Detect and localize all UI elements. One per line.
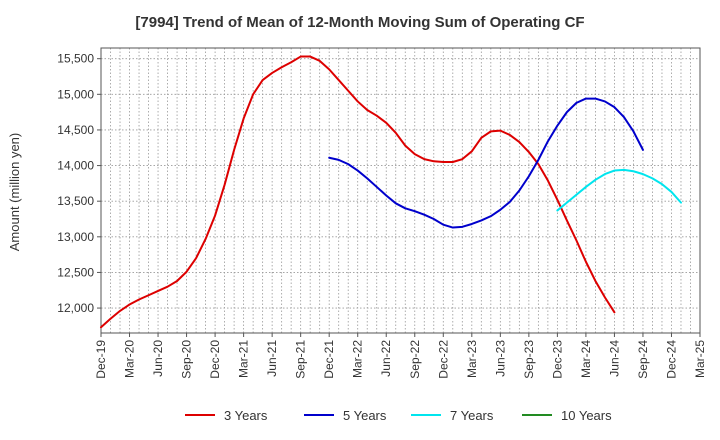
y-tick-label: 15,500 — [57, 52, 94, 66]
y-tick-label: 13,500 — [57, 194, 94, 208]
series-lines — [100, 55, 682, 329]
x-tick-label: Mar-20 — [123, 340, 137, 378]
y-tick-label: 12,000 — [57, 301, 94, 315]
x-tick-label: Dec-23 — [550, 340, 564, 379]
plot-area — [100, 47, 701, 334]
x-tick-label: Dec-21 — [322, 340, 336, 379]
x-tick-label: Jun-21 — [265, 340, 279, 377]
legend: 3 Years 5 Years 7 Years 10 Years — [185, 408, 612, 423]
x-tick-label: Jun-20 — [151, 340, 165, 377]
x-tick-label: Sep-24 — [636, 340, 650, 379]
x-tick-label: Mar-22 — [351, 340, 365, 378]
x-tick-label: Sep-20 — [180, 340, 194, 379]
x-axis-ticks: Dec-19 Mar-20 Jun-20 Sep-20 Dec-20 Mar-21 Jun-… — [94, 333, 707, 379]
x-tick-label: Dec-19 — [94, 340, 108, 379]
legend-label: 5 Years — [343, 408, 387, 423]
y-axis-label: Amount (million yen) — [7, 133, 22, 252]
x-tick-label: Sep-23 — [522, 340, 536, 379]
x-tick-label: Jun-23 — [493, 340, 507, 377]
x-tick-label: Sep-22 — [408, 340, 422, 379]
x-tick-label: Mar-24 — [579, 340, 593, 378]
x-tick-label: Mar-25 — [693, 340, 707, 378]
chart-title: [7994] Trend of Mean of 12-Month Moving … — [135, 14, 584, 31]
legend-label: 3 Years — [224, 408, 268, 423]
series-line-7-years — [556, 168, 682, 212]
x-tick-label: Mar-21 — [237, 340, 251, 378]
x-tick-label: Jun-22 — [379, 340, 393, 377]
y-tick-label: 12,500 — [57, 265, 94, 279]
x-tick-label: Dec-24 — [664, 340, 678, 379]
y-axis-ticks: 12,000 12,500 13,000 13,500 14,000 14,500 15,0… — [57, 52, 101, 315]
legend-label: 7 Years — [450, 408, 494, 423]
y-tick-label: 14,500 — [57, 123, 94, 137]
y-tick-label: 15,000 — [57, 87, 94, 101]
x-tick-label: Jun-24 — [607, 340, 621, 377]
series-line-5-years — [328, 97, 644, 229]
legend-label: 10 Years — [561, 408, 612, 423]
y-tick-label: 13,000 — [57, 230, 94, 244]
x-tick-label: Mar-23 — [465, 340, 479, 378]
y-tick-label: 14,000 — [57, 159, 94, 173]
series-line-3-years — [100, 55, 616, 329]
x-tick-label: Sep-21 — [294, 340, 308, 379]
grid-lines — [101, 48, 700, 333]
x-tick-label: Dec-20 — [208, 340, 222, 379]
x-tick-label: Dec-22 — [436, 340, 450, 379]
